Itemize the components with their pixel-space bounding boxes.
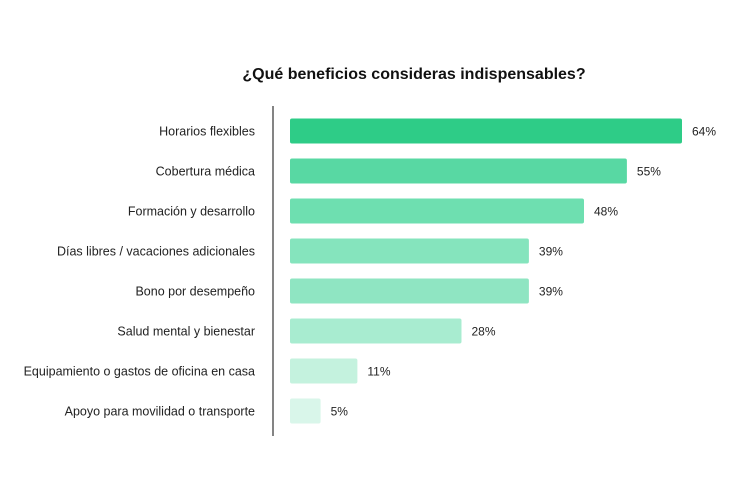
value-label: 5% xyxy=(331,405,349,419)
value-label: 39% xyxy=(539,245,563,259)
chart-title: ¿Qué beneficios consideras indispensable… xyxy=(242,66,585,83)
bars-group: Horarios flexibles 64% Cobertura médica 55%… xyxy=(24,118,716,424)
category-label: Cobertura médica xyxy=(156,165,255,179)
value-label: 48% xyxy=(594,205,618,219)
bar-7 xyxy=(290,358,358,384)
category-label: Bono por desempeño xyxy=(135,285,255,299)
category-label: Horarios flexibles xyxy=(159,125,255,139)
bar-1 xyxy=(290,118,682,144)
bar-8 xyxy=(290,398,321,424)
value-label: 28% xyxy=(472,325,496,339)
category-label: Apoyo para movilidad o transporte xyxy=(65,405,255,419)
value-label: 39% xyxy=(539,285,563,299)
category-label: Salud mental y bienestar xyxy=(117,325,255,339)
bar-4 xyxy=(290,238,529,264)
value-label: 64% xyxy=(692,125,716,139)
bar-2 xyxy=(290,158,627,184)
category-label: Equipamiento o gastos de oficina en casa xyxy=(24,365,255,379)
value-label: 11% xyxy=(367,365,390,379)
bar-3 xyxy=(290,198,584,224)
category-label: Formación y desarrollo xyxy=(128,205,255,219)
value-label: 55% xyxy=(637,165,661,179)
bar-6 xyxy=(290,318,462,344)
category-label: Días libres / vacaciones adicionales xyxy=(57,245,255,259)
bar-5 xyxy=(290,278,529,304)
